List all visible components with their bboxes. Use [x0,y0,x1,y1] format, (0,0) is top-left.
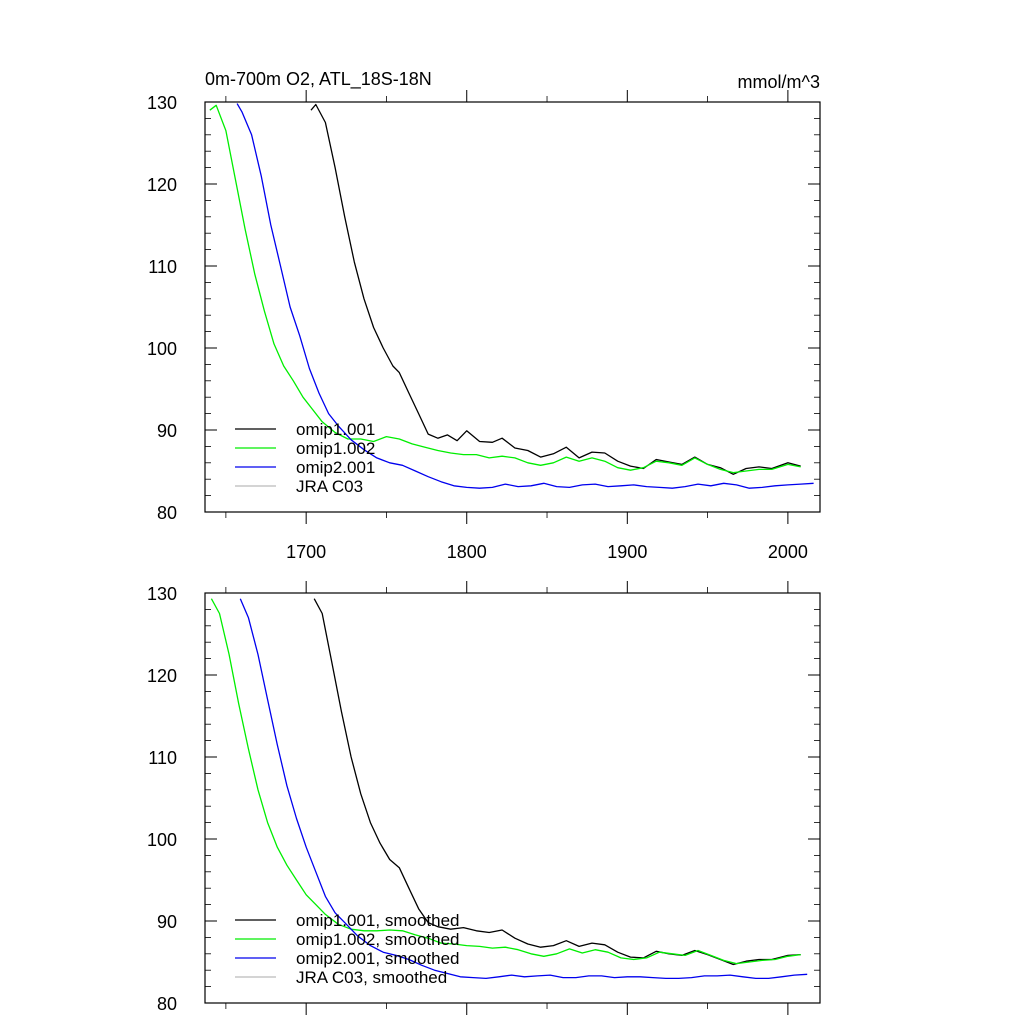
x-tick-label: 1800 [447,542,487,562]
y-tick-label: 120 [147,175,177,195]
y-tick-label: 100 [147,830,177,850]
series-line-omip1-002 [209,104,801,474]
y-tick-label: 110 [148,257,177,277]
y-tick-label: 120 [147,666,177,686]
legend-label: omip1.002, smoothed [296,930,460,949]
x-tick-label: 1900 [607,542,647,562]
legend-label: omip1.002 [296,439,375,458]
legend-label: omip2.001, smoothed [296,949,460,968]
y-tick-label: 90 [157,912,177,932]
x-tick-label: 2000 [768,542,808,562]
plot-frame [204,101,821,513]
legend-label: JRA C03, smoothed [296,968,447,987]
legend-label: omip1.001 [296,420,375,439]
top-panel: 0m-700m O2, ATL_18S-18N mmol/m^3 80 90 100… [147,69,821,562]
x-tick-label: 1700 [286,542,326,562]
legend-label: omip2.001 [296,458,375,477]
y-tick-label: 110 [148,748,177,768]
series-line-omip2-001-smoothed [239,598,808,980]
series-line-omip2-001 [236,103,814,489]
series-line-omip1-001-smoothed [313,598,801,966]
y-tick-label: 80 [157,994,177,1014]
chart-title: 0m-700m O2, ATL_18S-18N [205,69,432,90]
series-line-omip1-001 [310,103,801,475]
legend-label: omip1.001, smoothed [296,911,460,930]
plot-frame [204,592,821,1004]
legend-label: JRA C03 [296,477,363,496]
series-line-omip1-002-smoothed [210,598,801,965]
y-tick-label: 130 [147,584,177,604]
y-tick-label: 100 [147,339,177,359]
y-tick-label: 90 [157,421,177,441]
y-tick-label: 80 [157,503,177,523]
units-label: mmol/m^3 [738,72,820,92]
y-tick-label: 130 [147,93,177,113]
